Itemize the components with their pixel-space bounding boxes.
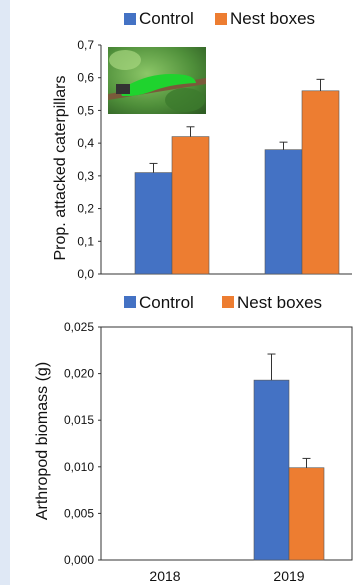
y-tick-label: 0,2 [77, 202, 94, 216]
left-margin-band [0, 0, 10, 585]
chart-attacked-caterpillars: Control Nest boxes Prop. attacked caterp… [52, 9, 352, 281]
legend-label-control: Control [139, 9, 194, 28]
legend-label-control: Control [139, 293, 194, 312]
y-axis-label-bottom: Arthropod biomass (g) [34, 362, 51, 520]
legend-swatch-nest-boxes [222, 296, 234, 308]
y-tick-label: 0,4 [77, 136, 94, 150]
legend-top-chart: Control Nest boxes [124, 9, 315, 28]
legend-label-nest-boxes: Nest boxes [230, 9, 315, 28]
bar-control-2019 [253, 379, 290, 561]
y-tick-label: 0,000 [64, 553, 94, 567]
photo-leaf-shadow [165, 88, 205, 112]
bar-nest-boxes-2019 [288, 467, 325, 561]
bar-nest-boxes-2018 [171, 136, 210, 275]
legend-swatch-control [124, 13, 136, 25]
x-tick-label-2019: 2019 [273, 568, 304, 584]
y-tick-label: 0,0 [77, 267, 94, 281]
bar-control-2019 [264, 149, 303, 275]
caterpillar-photo [108, 47, 206, 114]
x-tick-label-2018: 2018 [149, 568, 180, 584]
legend-swatch-nest-boxes [215, 13, 227, 25]
plot-frame-bottom [100, 326, 353, 561]
y-tick-label: 0,025 [64, 320, 94, 334]
y-tick-label: 0,010 [64, 460, 94, 474]
bar-control-2018 [134, 172, 173, 275]
y-ticks-bottom: 0,000 0,005 0,010 0,015 0,020 0,025 [64, 320, 101, 567]
chart-arthropod-biomass: Control Nest boxes Arthropod biomass (g)… [34, 293, 353, 584]
y-tick-label: 0,1 [77, 234, 94, 248]
y-tick-label: 0,015 [64, 413, 94, 427]
y-ticks-top: 0,0 0,1 0,2 0,3 0,4 0,5 0,6 0,7 [77, 38, 101, 281]
legend-bottom-chart: Control Nest boxes [124, 293, 322, 312]
caterpillar-wire [116, 84, 130, 94]
caterpillar-body [120, 74, 196, 97]
bars-top [134, 78, 340, 275]
legend-swatch-control [124, 296, 136, 308]
y-tick-label: 0,6 [77, 71, 94, 85]
y-tick-label: 0,7 [77, 38, 94, 52]
photo-leaf-highlight [109, 50, 141, 70]
y-tick-label: 0,3 [77, 169, 94, 183]
bars-bottom [253, 353, 325, 561]
bar-nest-boxes-2019 [301, 90, 340, 275]
y-tick-label: 0,5 [77, 103, 94, 117]
y-tick-label: 0,005 [64, 506, 94, 520]
y-tick-label: 0,020 [64, 367, 94, 381]
x-labels-bottom: 2018 2019 [149, 568, 304, 584]
legend-label-nest-boxes: Nest boxes [237, 293, 322, 312]
y-axis-label-top: Prop. attacked caterpillars [52, 76, 69, 261]
